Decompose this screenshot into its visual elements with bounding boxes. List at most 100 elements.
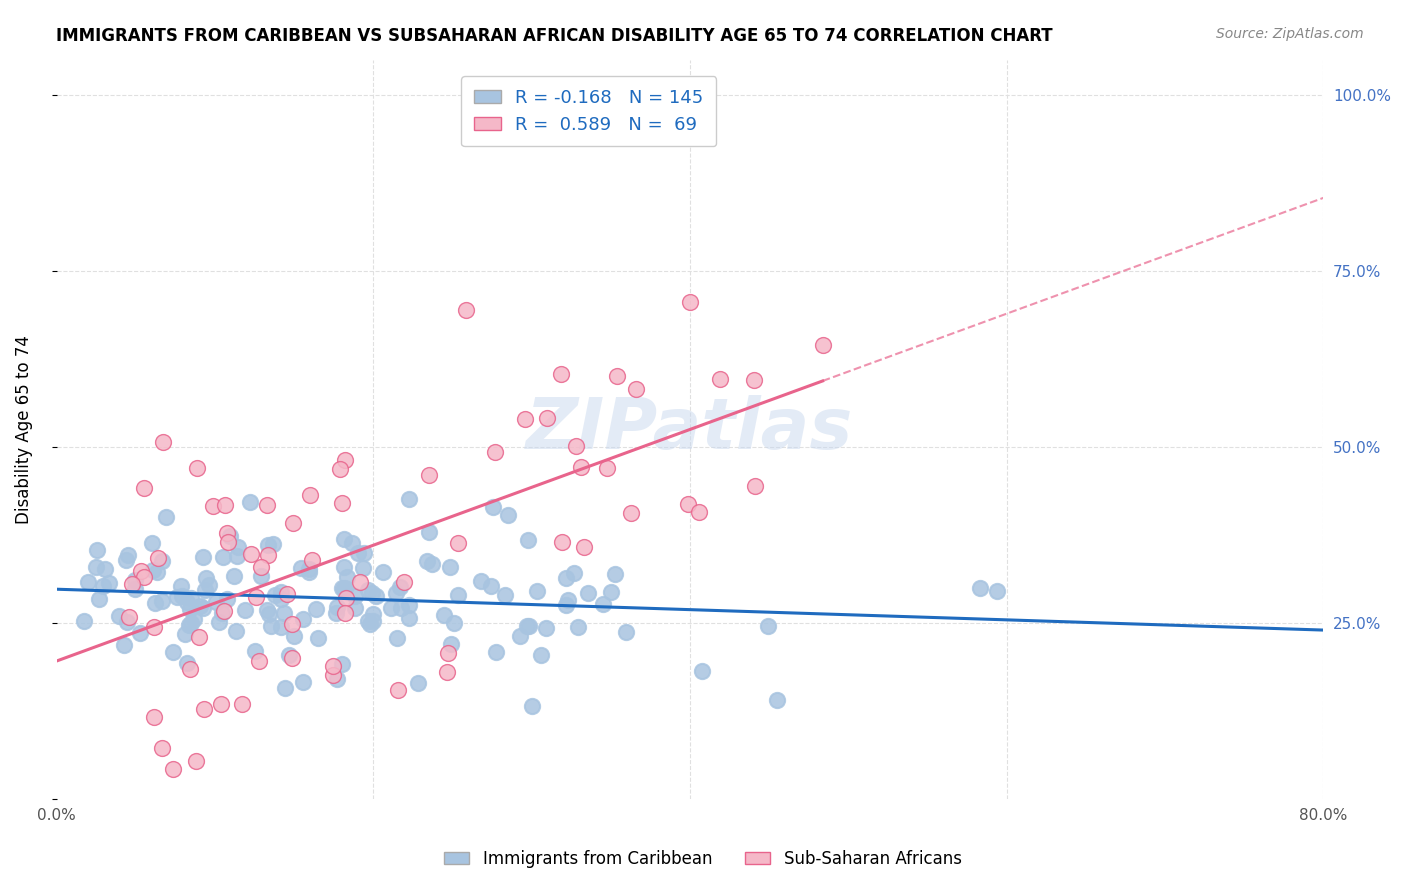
Point [186,460,208,475]
Point [440,637,463,651]
Point [146,551,169,566]
Point [550,535,572,549]
Point [969,581,991,595]
Point [756,619,779,633]
Point [219,529,242,543]
Point [257,538,280,552]
Point [679,295,702,310]
Point [142,620,165,634]
Point [280,617,302,632]
Point [274,681,297,696]
Point [342,536,364,550]
Point [744,373,766,387]
Point [292,612,315,626]
Point [209,698,232,712]
Point [180,615,202,630]
Point [624,382,647,396]
Point [152,435,174,450]
Point [217,535,239,549]
Text: ZIPatlas: ZIPatlas [526,394,853,464]
Point [690,665,713,679]
Point [357,614,380,628]
Point [191,550,214,565]
Point [343,589,366,603]
Point [273,606,295,620]
Point [569,460,592,475]
Point [98,576,121,591]
Point [281,651,304,665]
Point [283,516,305,530]
Point [112,639,135,653]
Point [599,585,621,599]
Point [329,462,352,476]
Point [77,574,100,589]
Text: IMMIGRANTS FROM CARIBBEAN VS SUBSAHARAN AFRICAN DISABILITY AGE 65 TO 74 CORRELAT: IMMIGRANTS FROM CARIBBEAN VS SUBSAHARAN … [56,27,1053,45]
Point [456,303,478,318]
Point [222,568,245,582]
Point [305,602,328,616]
Point [143,596,166,610]
Point [186,754,208,768]
Point [522,699,544,714]
Point [364,589,387,603]
Point [145,565,167,579]
Point [256,602,278,616]
Point [117,548,139,562]
Point [325,607,347,621]
Point [170,589,193,603]
Point [335,591,357,605]
Point [118,609,141,624]
Legend: R = -0.168   N = 145, R =  0.589   N =  69: R = -0.168 N = 145, R = 0.589 N = 69 [461,76,716,146]
Point [986,583,1008,598]
Point [249,569,271,583]
Point [592,597,614,611]
Point [245,590,267,604]
Point [688,505,710,519]
Point [129,564,152,578]
Point [155,509,177,524]
Point [94,562,117,576]
Point [257,607,280,621]
Point [352,561,374,575]
Point [620,506,643,520]
Point [330,496,353,510]
Point [233,603,256,617]
Point [143,710,166,724]
Point [333,582,356,596]
Point [439,560,461,574]
Point [361,607,384,622]
Point [270,585,292,599]
Point [264,588,287,602]
Point [260,619,283,633]
Point [166,590,188,604]
Point [298,565,321,579]
Point [290,560,312,574]
Point [516,619,538,633]
Point [91,579,114,593]
Point [128,625,150,640]
Point [212,549,235,564]
Point [152,554,174,568]
Point [225,624,247,639]
Point [574,540,596,554]
Point [270,619,292,633]
Point [530,648,553,663]
Point [115,552,138,566]
Point [398,491,420,506]
Point [194,571,217,585]
Point [180,591,202,606]
Point [124,582,146,597]
Point [509,629,531,643]
Point [349,574,371,589]
Point [270,592,292,607]
Text: Source: ZipAtlas.com: Source: ZipAtlas.com [1216,27,1364,41]
Point [811,337,834,351]
Point [398,599,420,613]
Point [330,581,353,595]
Point [387,682,409,697]
Point [142,563,165,577]
Point [121,577,143,591]
Point [179,662,201,676]
Point [392,575,415,590]
Point [322,659,344,673]
